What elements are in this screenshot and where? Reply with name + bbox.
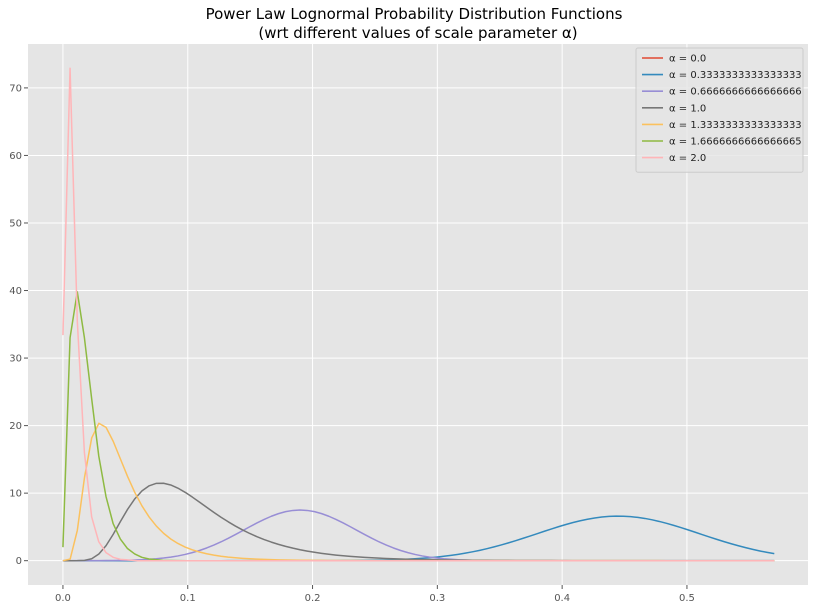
series-line-6 — [62, 67, 775, 562]
x-tick-label: 0.0 — [55, 593, 71, 604]
y-tick-label: 40 — [9, 286, 22, 297]
y-tick-label: 60 — [9, 151, 22, 162]
legend-label: α = 2.0 — [669, 153, 706, 164]
legend[interactable]: α = 0.0 α = 0.3333333333333333 α = 0.66666… — [635, 47, 804, 173]
series-line-5 — [62, 291, 775, 562]
legend-label: α = 1.6666666666666665 — [669, 137, 802, 148]
grid — [28, 44, 808, 585]
y-tick-label: 20 — [9, 421, 22, 432]
x-tick-label: 0.1 — [180, 593, 196, 604]
y-tick-label: 0 — [16, 556, 22, 567]
x-tick-label: 0.4 — [554, 593, 570, 604]
legend-label: α = 1.0 — [669, 103, 706, 114]
legend-label: α = 0.6666666666666666 — [669, 87, 802, 98]
legend-label: α = 0.0 — [669, 54, 706, 65]
y-tick-label: 50 — [9, 218, 22, 229]
legend-label: α = 1.3333333333333333 — [669, 120, 802, 131]
chart-title-line1: Power Law Lognormal Probability Distribu… — [206, 5, 623, 23]
legend-label: α = 0.3333333333333333 — [669, 70, 802, 81]
legend-box — [635, 47, 804, 173]
x-tick-label: 0.2 — [305, 593, 321, 604]
y-tick-label: 30 — [9, 354, 22, 365]
series-layer — [62, 67, 775, 562]
ticks: 0.0 0.1 0.2 0.3 0.4 0.5 0 10 20 30 40 50 60 70 — [9, 83, 695, 604]
x-tick-label: 0.5 — [679, 593, 695, 604]
chart-title-line2: (wrt different values of scale parameter… — [258, 24, 577, 42]
y-tick-label: 70 — [9, 83, 22, 94]
x-tick-label: 0.3 — [429, 593, 445, 604]
y-tick-label: 10 — [9, 489, 22, 500]
